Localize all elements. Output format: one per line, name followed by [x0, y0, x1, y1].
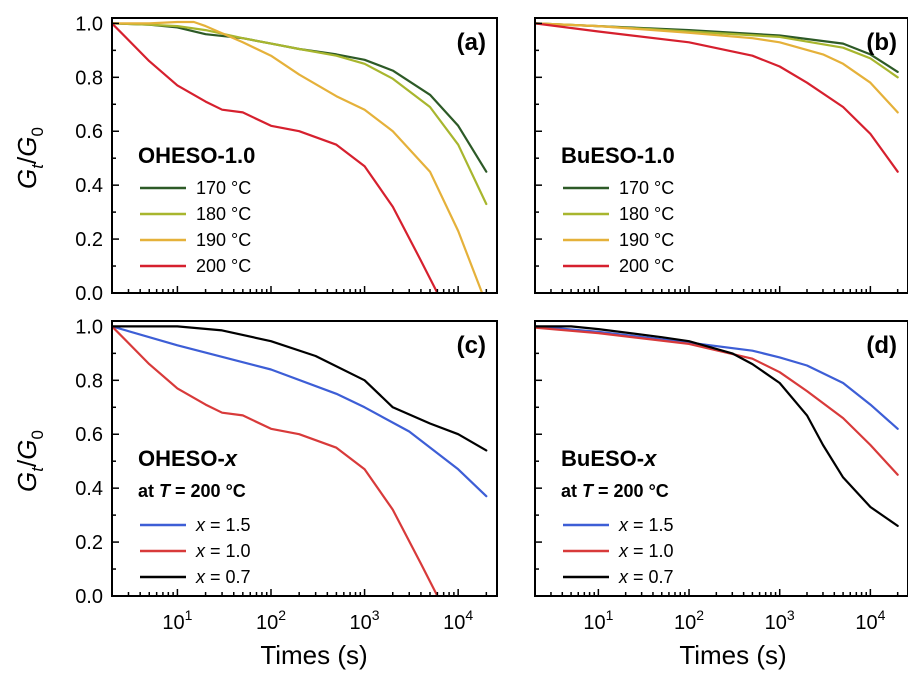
y-tick-label: 0.6: [75, 424, 103, 446]
legend-label: x = 1.0: [618, 541, 674, 561]
series-line-0: [112, 325, 488, 498]
y-tick-label: 0.4: [75, 478, 103, 500]
series-line-3: [535, 22, 899, 173]
x-tick-label: 102: [674, 607, 704, 634]
y-tick-label: 0.2: [75, 229, 103, 251]
y-tick-label: 0.0: [75, 586, 103, 608]
x-tick-label: 104: [443, 607, 473, 634]
panel-c: 0.0 0.2 0.4 0.6 0.8 1.0 101 102 103 104 (c) OHESO-x…: [75, 316, 498, 634]
svg-text:Gt/G0: Gt/G0: [12, 430, 47, 492]
series-group: [535, 22, 899, 173]
legend-subtitle: at T = 200 °C: [561, 481, 669, 501]
y-tick-label: 1.0: [75, 13, 103, 35]
legend-label: 190 °C: [196, 230, 251, 250]
y-axis-title-top: Gt/G0: [12, 127, 47, 189]
x-tick-label: 101: [583, 607, 613, 634]
panel-letter: (a): [457, 29, 486, 56]
panel-letter: (b): [866, 29, 897, 56]
y-tick-label: 0.0: [75, 283, 103, 305]
y-tick-label: 0.6: [75, 121, 103, 143]
legend-subtitle: at T = 200 °C: [138, 481, 246, 501]
legend-label: 200 °C: [196, 256, 251, 276]
series-line-2: [112, 20, 484, 293]
legend: BuESO-1.0 170 °C 180 °C 190 °C 200 °C: [561, 143, 675, 276]
y-axis-title-bottom: Gt/G0: [12, 430, 47, 492]
legend: OHESO-x at T = 200 °C x = 1.5 x = 1.0 x = 0.…: [138, 446, 251, 587]
legend-title: BuESO-x: [561, 446, 657, 471]
legend-label: 190 °C: [619, 230, 674, 250]
series-group: [112, 20, 488, 293]
legend-label: 200 °C: [619, 256, 674, 276]
series-line-0: [535, 325, 899, 430]
legend-title: BuESO-1.0: [561, 143, 675, 168]
series-line-1: [112, 325, 439, 596]
legend-title: OHESO-1.0: [138, 143, 255, 168]
y-tick-label: 0.2: [75, 532, 103, 554]
legend-label: x = 0.7: [195, 567, 251, 587]
legend-label: x = 1.0: [195, 541, 251, 561]
series-line-3: [112, 22, 439, 293]
plot-frame: [111, 320, 498, 597]
y-tick-label: 0.8: [75, 370, 103, 392]
panel-letter: (c): [457, 332, 486, 359]
legend-label: 180 °C: [619, 204, 674, 224]
legend-label: x = 1.5: [195, 515, 251, 535]
svg-text:Gt/G0: Gt/G0: [12, 127, 47, 189]
plot-frame: [111, 17, 498, 294]
legend-title: OHESO-x: [138, 446, 238, 471]
legend-label: x = 0.7: [618, 567, 674, 587]
series-line-1: [535, 326, 899, 476]
panel-letter: (d): [866, 332, 897, 359]
series-line-2: [112, 325, 488, 452]
series-line-2: [535, 325, 899, 527]
x-axis-title-left: Times (s): [260, 640, 367, 670]
x-tick-label: 103: [765, 607, 795, 634]
series-line-2: [535, 22, 899, 114]
y-tick-label: 1.0: [75, 316, 103, 338]
series-group: [535, 325, 899, 527]
legend: OHESO-1.0 170 °C 180 °C 190 °C 200 °C: [138, 143, 255, 276]
x-axis-title-right: Times (s): [679, 640, 786, 670]
x-tick-label: 101: [162, 607, 192, 634]
series-group: [112, 325, 488, 596]
panel-a: 0.0 0.2 0.4 0.6 0.8 1.0 (a) OHESO-1.0 170 °C 180 …: [75, 13, 498, 305]
series-line-1: [112, 22, 488, 206]
legend-label: 180 °C: [196, 204, 251, 224]
legend-label: 170 °C: [196, 178, 251, 198]
y-tick-label: 0.8: [75, 67, 103, 89]
legend: BuESO-x at T = 200 °C x = 1.5 x = 1.0 x = 0.…: [561, 446, 674, 587]
legend-label: x = 1.5: [618, 515, 674, 535]
y-tick-label: 0.4: [75, 175, 103, 197]
panel-d: 101 102 103 104 (d) BuESO-x at T = 200 °C x = 1…: [534, 320, 908, 634]
legend-label: 170 °C: [619, 178, 674, 198]
plot-frame: [534, 17, 908, 294]
x-tick-label: 102: [256, 607, 286, 634]
x-tick-label: 104: [855, 607, 885, 634]
panel-b: (b) BuESO-1.0 170 °C 180 °C 190 °C 200 °C: [534, 17, 908, 294]
x-tick-label: 103: [350, 607, 380, 634]
plot-frame: [534, 320, 908, 597]
